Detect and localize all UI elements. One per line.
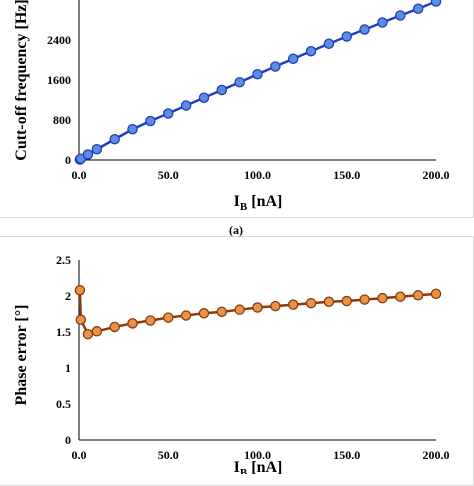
a-data-point xyxy=(323,38,335,50)
a-data-point xyxy=(377,17,388,28)
b-data-point xyxy=(162,312,174,323)
b-x-tick-label: 100.0 xyxy=(244,448,271,462)
b-data-point xyxy=(145,315,156,326)
chart-b-points xyxy=(74,284,442,340)
chart-a-y-axis-title: Cutt-off frequency [Hz] xyxy=(13,0,30,161)
b-data-point xyxy=(359,294,370,305)
a-data-point xyxy=(359,24,370,35)
chart-a-axes xyxy=(78,0,436,161)
a-data-point xyxy=(270,61,281,72)
chart-b-y-axis-title: Phase error [°] xyxy=(13,305,30,406)
a-data-point xyxy=(234,77,245,88)
chart-b-axes xyxy=(78,260,436,441)
b-data-point xyxy=(74,284,86,296)
b-data-point xyxy=(216,306,228,318)
a-x-tick-label: 100.0 xyxy=(244,168,271,182)
b-x-tick-label: 0.0 xyxy=(72,448,87,462)
b-x-tick-label: 150.0 xyxy=(333,448,360,462)
a-y-tick-label: 2400 xyxy=(47,33,71,47)
a-data-point xyxy=(305,46,317,57)
b-y-tick-label: 2 xyxy=(65,289,71,303)
b-data-point xyxy=(252,302,263,313)
b-y-tick-label: 2.5 xyxy=(56,253,71,267)
a-y-tick-label: 800 xyxy=(53,113,71,127)
chart-a-panel-label: (a) xyxy=(229,223,243,237)
b-data-point xyxy=(395,291,406,302)
a-data-point xyxy=(287,53,299,65)
a-data-point xyxy=(91,143,103,155)
chart-b: 0 0.5 1 1.5 2 2.5 0.0 50.0 100.0 150.0 200.0 Phas… xyxy=(13,253,450,474)
a-data-point xyxy=(252,69,263,80)
a-x-tick-label: 200.0 xyxy=(423,168,450,182)
b-y-tick-label: 1 xyxy=(65,361,71,375)
b-data-point xyxy=(323,296,335,308)
a-data-point xyxy=(82,149,94,160)
b-data-point xyxy=(198,308,210,319)
b-data-point xyxy=(341,295,352,307)
chart-b-y-ticks: 0 0.5 1 1.5 2 2.5 xyxy=(56,253,71,447)
a-x-tick-label: 0.0 xyxy=(72,168,87,182)
b-x-tick-label: 200.0 xyxy=(423,448,450,462)
a-x-tick-label: 50.0 xyxy=(158,168,179,182)
a-data-point xyxy=(216,84,228,96)
b-data-point xyxy=(305,297,317,309)
chart-a-y-ticks: 0 800 1600 2400 xyxy=(47,33,71,167)
b-data-point xyxy=(412,290,424,301)
a-data-point xyxy=(395,10,406,21)
b-data-point xyxy=(180,310,192,321)
b-data-point xyxy=(127,318,138,329)
chart-b-x-ticks: 0.0 50.0 100.0 150.0 200.0 xyxy=(72,448,450,462)
b-data-point xyxy=(430,288,442,300)
chart-a-x-axis-title: IB [nA] xyxy=(234,193,283,213)
chart-a: 0 800 1600 2400 0.0 50.0 100.0 150.0 200.0 Cutt… xyxy=(13,0,450,237)
b-data-point xyxy=(234,304,245,315)
a-data-point xyxy=(109,133,120,145)
chart-a-x-ticks: 0.0 50.0 100.0 150.0 200.0 xyxy=(72,168,450,182)
a-data-point xyxy=(162,108,174,119)
b-y-tick-label: 1.5 xyxy=(56,325,71,339)
a-data-point xyxy=(127,124,138,135)
a-x-tick-label: 150.0 xyxy=(333,168,360,182)
b-y-tick-label: 0 xyxy=(65,433,71,447)
b-data-point xyxy=(75,314,87,326)
a-data-point xyxy=(198,92,210,104)
b-data-point xyxy=(287,299,299,310)
b-data-point xyxy=(270,300,281,312)
a-y-tick-label: 0 xyxy=(65,153,71,167)
chart-b-x-axis-title: IB [nA] xyxy=(234,459,283,474)
a-data-point xyxy=(341,31,352,42)
a-data-point xyxy=(430,0,442,7)
a-data-point xyxy=(412,3,424,14)
b-y-tick-label: 0.5 xyxy=(56,397,71,411)
a-data-point xyxy=(145,115,156,127)
b-data-point xyxy=(377,292,388,304)
b-data-point xyxy=(109,321,120,333)
a-data-point xyxy=(180,100,192,111)
b-data-point xyxy=(82,328,94,340)
chart-a-points xyxy=(74,0,442,165)
b-x-tick-label: 50.0 xyxy=(158,448,179,462)
a-y-tick-label: 1600 xyxy=(47,73,71,87)
b-data-point xyxy=(91,326,103,337)
